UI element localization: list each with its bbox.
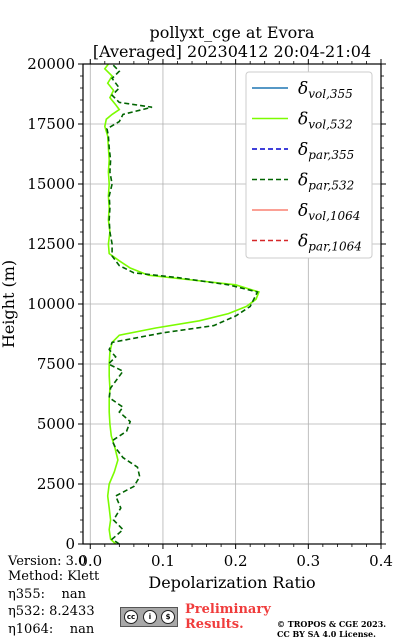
chart-title-line1: pollyxt_cge at Evora [150, 23, 315, 42]
x-tick-label: 0.4 [369, 552, 393, 570]
preliminary-line2: Results. [185, 617, 244, 632]
eta1064-text: η1064: nan [8, 622, 95, 637]
copyright-line2: CC BY SA 4.0 License. [277, 629, 376, 639]
cc-license-icon: cc i $ [120, 607, 178, 627]
y-tick-label: 17500 [27, 115, 75, 133]
legend-entry-vol-355: δvol,355 [298, 79, 353, 101]
series-lines [103, 63, 260, 545]
legend-entry-par-355: δpar,355 [298, 140, 354, 162]
copyright-line1: © TROPOS & CGE 2023. [277, 619, 387, 629]
x-tick-label: 0.3 [296, 552, 320, 570]
legend: δvol,355 δvol,532 δpar,355 δpar,532 δvol,106… [245, 71, 373, 259]
legend-entry-par-1064: δpar,1064 [298, 232, 362, 254]
y-tick-label: 5000 [37, 415, 75, 433]
y-tick-label: 15000 [27, 175, 75, 193]
x-tick-label: 0.0 [78, 552, 102, 570]
method-text: Method: Klett [8, 569, 100, 584]
legend-entry-vol-1064: δvol,1064 [298, 201, 360, 223]
preliminary-label: Preliminary Results. [185, 602, 271, 632]
y-tick-label: 0 [65, 535, 75, 553]
y-tick-label: 7500 [37, 355, 75, 373]
x-tick-label: 0.1 [151, 552, 175, 570]
y-tick-label: 2500 [37, 475, 75, 493]
version-text: Version: 3.0 [8, 554, 87, 569]
axis-ticks: 0.0 0.1 0.2 0.3 0.4 0 2500 5000 7500 10000 12500 15… [27, 55, 393, 570]
chart-title-line2: [Averaged] 20230412 20:04-21:04 [93, 42, 371, 61]
x-axis-label: Depolarization Ratio [148, 573, 315, 592]
legend-entry-par-532: δpar,532 [298, 171, 354, 193]
y-tick-label: 12500 [27, 235, 75, 253]
eta355-text: η355: nan [8, 587, 87, 602]
series-line-vol-532 [103, 63, 260, 545]
x-tick-label: 0.2 [224, 552, 248, 570]
y-tick-label: 10000 [27, 295, 75, 313]
preliminary-line1: Preliminary [185, 602, 271, 617]
y-tick-label: 20000 [27, 55, 75, 73]
y-axis-label: Height (m) [0, 260, 18, 348]
legend-entry-vol-532: δvol,532 [298, 110, 353, 132]
eta532-text: η532: 8.2433 [8, 604, 95, 619]
copyright-text: © TROPOS & CGE 2023. CC BY SA 4.0 Licens… [277, 619, 386, 639]
